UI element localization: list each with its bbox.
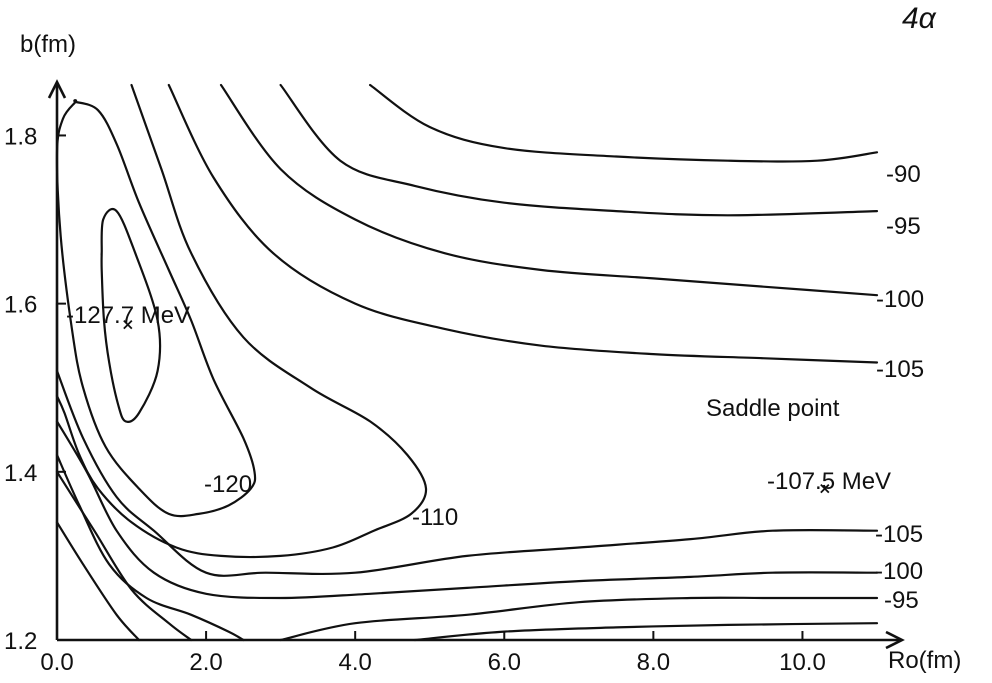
- contour-label-95-bottom: -95: [884, 587, 919, 614]
- axes-group: [47, 79, 905, 650]
- x-tick-label-3: 6.0: [488, 649, 521, 676]
- marker-group: [123, 320, 830, 494]
- contour-label-105-top: -105: [876, 356, 924, 383]
- contour-line-8: [55, 420, 879, 600]
- panel-label: 4α: [902, 2, 937, 35]
- contour-line-14: [413, 622, 879, 642]
- contour-line-7: [55, 369, 879, 577]
- contour-line-0: [100, 207, 162, 423]
- x-tick-label-5: 10.0: [779, 649, 826, 676]
- contour-label-105-bottom: -105: [875, 521, 923, 548]
- y-tick-label-3: 1.8: [4, 123, 37, 150]
- x-tick-label-2: 4.0: [338, 649, 371, 676]
- y-tick-label-2: 1.6: [4, 292, 37, 319]
- contour-line-3: [167, 83, 879, 364]
- contour-lines: [55, 83, 879, 642]
- y-tick-label-1: 1.4: [4, 460, 37, 487]
- y-axis-title: b(fm): [20, 31, 76, 58]
- contour-line-2: [55, 83, 428, 559]
- saddle-energy-label: -107.5 MeV: [767, 468, 891, 495]
- contour-label-100-top: -100: [876, 286, 924, 313]
- x-tick-label-4: 8.0: [637, 649, 670, 676]
- contour-label-95-top: -95: [886, 213, 921, 240]
- contour-line-5: [279, 83, 879, 217]
- contour-line-12: [55, 521, 141, 642]
- contour-line-13: [279, 596, 879, 642]
- contour-line-6: [369, 83, 879, 163]
- contour-label-120: -120: [204, 471, 252, 498]
- contour-line-1: [55, 99, 257, 518]
- contour-line-11: [55, 470, 193, 642]
- x-tick-label-1: 2.0: [189, 649, 222, 676]
- y-tick-label-0: 1.2: [4, 628, 37, 655]
- minimum-marker: [123, 320, 133, 330]
- x-axis-title: Ro(fm): [888, 647, 961, 674]
- x-axis-arrow: [885, 630, 905, 650]
- y-axis-arrow: [47, 79, 67, 99]
- saddle-point-label: Saddle point: [706, 395, 840, 422]
- contour-label-100-bottom: -100: [875, 558, 923, 585]
- contour-label-110: -110: [412, 504, 458, 531]
- ticks-group: 0.0 2.0 4.0 6.0 8.0 10.0 1.2 1.4 1.6 1.8: [4, 123, 826, 676]
- x-tick-label-0: 0.0: [40, 649, 73, 676]
- contour-line-4: [219, 83, 879, 297]
- labels-group: b(fm) Ro(fm) 4α -90 -95 -100 -105 -120 -…: [20, 2, 961, 674]
- contour-label-90: -90: [886, 161, 921, 188]
- saddle-marker: [820, 483, 830, 494]
